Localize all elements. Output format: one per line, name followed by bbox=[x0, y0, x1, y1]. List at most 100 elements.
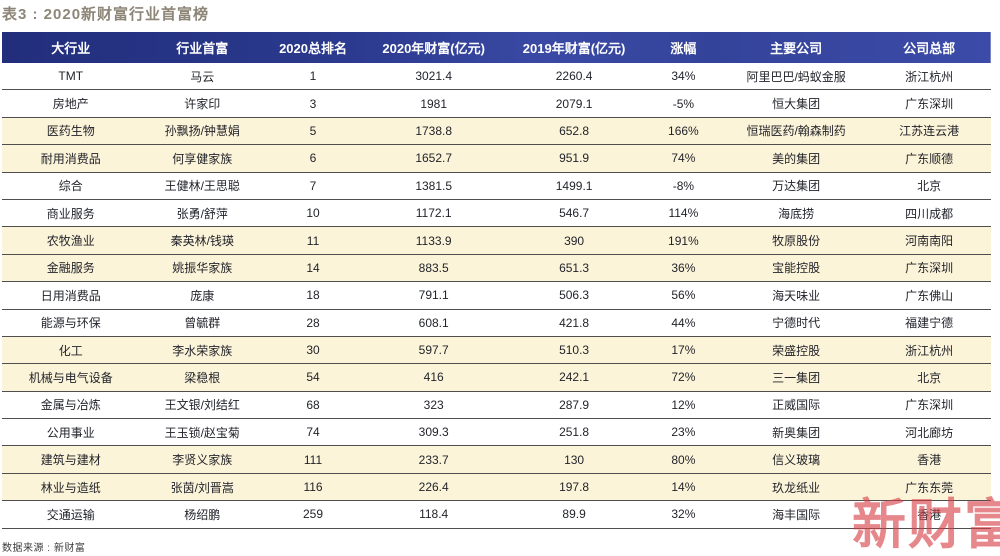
cell-hq: 北京 bbox=[867, 363, 991, 392]
cell-industry: 日用消费品 bbox=[2, 281, 140, 310]
cell-person: 何享健家族 bbox=[139, 144, 266, 173]
header-row: 大行业 行业首富 2020总排名 2020年财富(亿元) 2019年财富(亿元)… bbox=[2, 32, 991, 63]
cell-person: 马云 bbox=[139, 63, 266, 90]
cell-rank: 68 bbox=[265, 391, 361, 419]
cell-change: 36% bbox=[641, 254, 725, 282]
column-header-company: 主要公司 bbox=[770, 41, 823, 56]
cell-change: 12% bbox=[641, 391, 725, 419]
cell-rank: 14 bbox=[265, 254, 361, 282]
table-row: 商业服务 张勇/舒萍 10 1172.1 546.7 114% 海底捞 四川成都 bbox=[2, 199, 991, 227]
cell-wealth-2020: 323 bbox=[360, 391, 507, 419]
cell-wealth-2020: 233.7 bbox=[360, 445, 507, 474]
table-title: 表3 : 2020新财富行业首富榜 bbox=[2, 6, 210, 23]
table-row: 林业与造纸 张茵/刘晋嵩 116 226.4 197.8 14% 玖龙纸业 广东东莞 bbox=[2, 473, 991, 501]
cell-person: 曾毓群 bbox=[139, 309, 266, 337]
cell-rank: 7 bbox=[265, 172, 361, 200]
cell-company: 新奥集团 bbox=[724, 418, 868, 446]
cell-rank: 1 bbox=[265, 63, 361, 90]
table-row: 医药生物 孙飘扬/钟慧娟 5 1738.8 652.8 166% 恒瑞医药/翰森制药 江苏连云… bbox=[2, 117, 991, 145]
cell-industry: 商业服务 bbox=[2, 199, 140, 227]
cell-person: 张勇/舒萍 bbox=[139, 199, 266, 227]
cell-wealth-2019: 251.8 bbox=[506, 418, 642, 446]
cell-hq: 四川成都 bbox=[867, 199, 991, 227]
cell-company: 宝能控股 bbox=[724, 254, 868, 282]
table-row: 能源与环保 曾毓群 28 608.1 421.8 44% 宁德时代 福建宁德 bbox=[2, 309, 991, 337]
cell-rank: 3 bbox=[265, 89, 361, 118]
cell-industry: 化工 bbox=[2, 336, 140, 364]
table-row: 金融服务 姚振华家族 14 883.5 651.3 36% 宝能控股 广东深圳 bbox=[2, 254, 991, 282]
cell-change: 34% bbox=[641, 63, 725, 90]
cell-hq: 浙江杭州 bbox=[867, 63, 991, 90]
cell-wealth-2020: 226.4 bbox=[360, 473, 507, 501]
cell-company: 信义玻璃 bbox=[724, 445, 868, 474]
cell-change: 17% bbox=[641, 336, 725, 364]
cell-person: 王玉锁/赵宝菊 bbox=[139, 418, 266, 446]
cell-change: 44% bbox=[641, 309, 725, 337]
cell-company: 恒大集团 bbox=[724, 89, 868, 118]
cell-person: 李水荣家族 bbox=[139, 336, 266, 364]
cell-hq: 香港 bbox=[867, 500, 991, 529]
column-header-wealth-2019: 2019年财富(亿元) bbox=[522, 41, 626, 56]
cell-wealth-2019: 651.3 bbox=[506, 254, 642, 282]
cell-person: 许家印 bbox=[139, 89, 266, 118]
cell-hq: 江苏连云港 bbox=[867, 117, 991, 145]
cell-wealth-2020: 1133.9 bbox=[360, 226, 507, 255]
source-note: 数据来源 : 新财富 bbox=[2, 543, 86, 554]
cell-wealth-2019: 2260.4 bbox=[506, 63, 642, 90]
cell-change: 72% bbox=[641, 363, 725, 392]
cell-company: 恒瑞医药/翰森制药 bbox=[724, 117, 868, 145]
cell-wealth-2020: 608.1 bbox=[360, 309, 507, 337]
table-row: 耐用消费品 何享健家族 6 1652.7 951.9 74% 美的集团 广东顺德 bbox=[2, 144, 991, 173]
cell-wealth-2019: 390 bbox=[506, 226, 642, 255]
cell-rank: 18 bbox=[265, 281, 361, 310]
cell-industry: 房地产 bbox=[2, 89, 140, 118]
table-body: TMT 马云 1 3021.4 2260.4 34% 阿里巴巴/蚂蚁金服 浙江杭州 房地产 许家印… bbox=[2, 63, 991, 529]
cell-change: -5% bbox=[641, 89, 725, 118]
cell-rank: 111 bbox=[265, 445, 361, 474]
cell-company: 美的集团 bbox=[724, 144, 868, 173]
cell-rank: 54 bbox=[265, 363, 361, 392]
cell-hq: 河南南阳 bbox=[867, 226, 991, 255]
cell-person: 梁稳根 bbox=[139, 363, 266, 392]
cell-wealth-2020: 1652.7 bbox=[360, 144, 507, 173]
cell-hq: 广东佛山 bbox=[867, 281, 991, 310]
cell-industry: TMT bbox=[2, 63, 140, 90]
table-row: 交通运输 杨绍鹏 259 118.4 89.9 32% 海丰国际 香港 bbox=[2, 500, 991, 529]
cell-person: 秦英林/钱瑛 bbox=[139, 226, 266, 255]
table-row: 房地产 许家印 3 1981 2079.1 -5% 恒大集团 广东深圳 bbox=[2, 89, 991, 118]
cell-industry: 能源与环保 bbox=[2, 309, 140, 337]
cell-company: 牧原股份 bbox=[724, 226, 868, 255]
column-header-wealth-2020: 2020年财富(亿元) bbox=[382, 41, 485, 56]
cell-industry: 公用事业 bbox=[2, 418, 140, 446]
cell-company: 荣盛控股 bbox=[724, 336, 868, 364]
cell-rank: 6 bbox=[265, 144, 361, 173]
cell-wealth-2019: 506.3 bbox=[506, 281, 642, 310]
cell-change: 56% bbox=[641, 281, 725, 310]
cell-rank: 259 bbox=[265, 500, 361, 529]
cell-person: 孙飘扬/钟慧娟 bbox=[139, 117, 266, 145]
cell-hq: 浙江杭州 bbox=[867, 336, 991, 364]
column-header-change: 涨幅 bbox=[670, 41, 697, 56]
cell-person: 杨绍鹏 bbox=[139, 500, 266, 529]
cell-rank: 5 bbox=[265, 117, 361, 145]
cell-hq: 北京 bbox=[867, 172, 991, 200]
cell-wealth-2019: 1499.1 bbox=[506, 172, 642, 200]
cell-industry: 农牧渔业 bbox=[2, 226, 140, 255]
cell-wealth-2020: 416 bbox=[360, 363, 507, 392]
cell-wealth-2020: 883.5 bbox=[360, 254, 507, 282]
table-row: 机械与电气设备 梁稳根 54 416 242.1 72% 三一集团 北京 bbox=[2, 363, 991, 392]
cell-rank: 11 bbox=[265, 226, 361, 255]
cell-company: 正威国际 bbox=[724, 391, 868, 419]
cell-wealth-2020: 791.1 bbox=[360, 281, 507, 310]
cell-company: 三一集团 bbox=[724, 363, 868, 392]
cell-wealth-2020: 309.3 bbox=[360, 418, 507, 446]
cell-wealth-2020: 1981 bbox=[360, 89, 507, 118]
table-row: TMT 马云 1 3021.4 2260.4 34% 阿里巴巴/蚂蚁金服 浙江杭州 bbox=[2, 63, 991, 90]
cell-wealth-2019: 242.1 bbox=[506, 363, 642, 392]
cell-wealth-2019: 652.8 bbox=[506, 117, 642, 145]
cell-industry: 建筑与建材 bbox=[2, 445, 140, 474]
cell-wealth-2020: 1172.1 bbox=[360, 199, 507, 227]
table-row: 农牧渔业 秦英林/钱瑛 11 1133.9 390 191% 牧原股份 河南南阳 bbox=[2, 226, 991, 255]
cell-wealth-2020: 597.7 bbox=[360, 336, 507, 364]
cell-industry: 耐用消费品 bbox=[2, 144, 140, 173]
